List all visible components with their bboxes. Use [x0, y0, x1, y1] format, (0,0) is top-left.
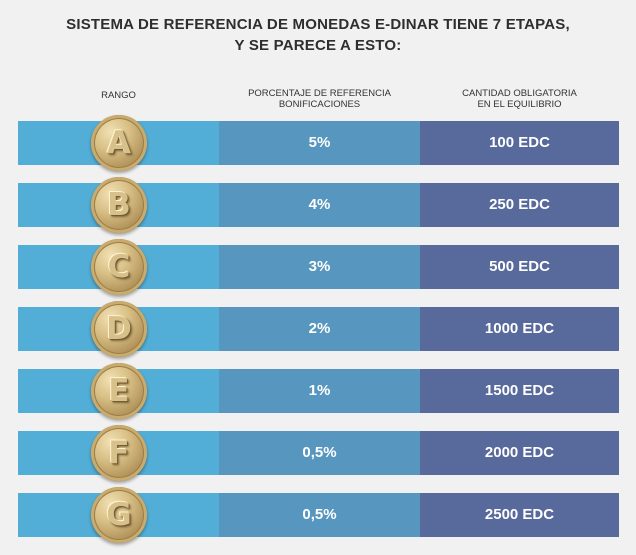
- amount-value: 100 EDC: [489, 134, 550, 151]
- rank-letter: D: [106, 311, 132, 347]
- rank-letter: C: [107, 249, 131, 285]
- amount-cell: 500 EDC: [420, 245, 619, 289]
- percent-cell: 2%: [219, 307, 420, 351]
- rank-cell: C: [18, 239, 219, 295]
- percent-value: 2%: [308, 320, 331, 337]
- coin-icon: D: [91, 301, 147, 357]
- coin-icon: G: [91, 487, 147, 543]
- percent-value: 1%: [308, 382, 331, 399]
- header-rank: RANGO: [101, 90, 136, 101]
- amount-cell: 100 EDC: [420, 121, 619, 165]
- percent-value: 5%: [308, 134, 331, 151]
- header-percent-line-2: BONIFICACIONES: [278, 99, 361, 110]
- amount-value: 1000 EDC: [484, 320, 555, 337]
- rank-cell: D: [18, 301, 219, 357]
- table-row: G 0,5% 2500 EDC: [18, 487, 619, 543]
- rank-letter: A: [107, 125, 131, 161]
- percent-cell: 5%: [219, 121, 420, 165]
- rank-cell: F: [18, 425, 219, 481]
- coin-icon: B: [91, 177, 147, 233]
- title-line-1: SISTEMA DE REFERENCIA DE MONEDAS E-DINAR…: [66, 16, 570, 33]
- table-row: E 1% 1500 EDC: [18, 363, 619, 419]
- rank-cell: E: [18, 363, 219, 419]
- percent-value: 0,5%: [302, 444, 337, 461]
- percent-cell: 3%: [219, 245, 420, 289]
- amount-cell: 1000 EDC: [420, 307, 619, 351]
- amount-value: 2000 EDC: [484, 444, 555, 461]
- amount-value: 2500 EDC: [484, 506, 555, 523]
- header-percent-line-1: PORCENTAJE DE REFERENCIA: [248, 88, 391, 99]
- amount-value: 500 EDC: [489, 258, 550, 275]
- rank-cell: B: [18, 177, 219, 233]
- table-row: D 2% 1000 EDC: [18, 301, 619, 357]
- rank-cell: A: [18, 115, 219, 171]
- coin-icon: E: [91, 363, 147, 419]
- table-header: RANGO PORCENTAJE DE REFERENCIA BONIFICAC…: [18, 88, 619, 114]
- table-row: A 5% 100 EDC: [18, 115, 619, 171]
- rank-letter: B: [107, 187, 131, 223]
- percent-cell: 4%: [219, 183, 420, 227]
- amount-cell: 2500 EDC: [420, 493, 619, 537]
- rank-letter: E: [108, 373, 130, 409]
- title-line-2: Y SE PARECE A ESTO:: [234, 37, 402, 54]
- header-percent: PORCENTAJE DE REFERENCIA BONIFICACIONES: [219, 88, 420, 110]
- table-row: B 4% 250 EDC: [18, 177, 619, 233]
- amount-cell: 1500 EDC: [420, 369, 619, 413]
- coin-icon: A: [91, 115, 147, 171]
- percent-cell: 1%: [219, 369, 420, 413]
- table-row: C 3% 500 EDC: [18, 239, 619, 295]
- percent-value: 3%: [308, 258, 331, 275]
- amount-cell: 2000 EDC: [420, 431, 619, 475]
- header-amount-line-1: CANTIDAD OBLIGATORIA: [462, 88, 577, 99]
- header-amount: CANTIDAD OBLIGATORIA EN EL EQUILIBRIO: [420, 88, 619, 110]
- header-amount-line-2: EN EL EQUILIBRIO: [477, 99, 562, 110]
- amount-cell: 250 EDC: [420, 183, 619, 227]
- amount-value: 250 EDC: [489, 196, 550, 213]
- percent-value: 0,5%: [302, 506, 337, 523]
- rank-letter: F: [108, 435, 130, 471]
- rank-letter: G: [106, 497, 132, 533]
- table-row: F 0,5% 2000 EDC: [18, 425, 619, 481]
- rank-cell: G: [18, 487, 219, 543]
- percent-cell: 0,5%: [219, 431, 420, 475]
- amount-value: 1500 EDC: [484, 382, 555, 399]
- rank-table: A 5% 100 EDC B 4% 250 EDC C 3% 500 EDC D…: [18, 115, 619, 555]
- percent-value: 4%: [308, 196, 331, 213]
- coin-icon: C: [91, 239, 147, 295]
- percent-cell: 0,5%: [219, 493, 420, 537]
- coin-icon: F: [91, 425, 147, 481]
- page-title: SISTEMA DE REFERENCIA DE MONEDAS E-DINAR…: [0, 14, 636, 56]
